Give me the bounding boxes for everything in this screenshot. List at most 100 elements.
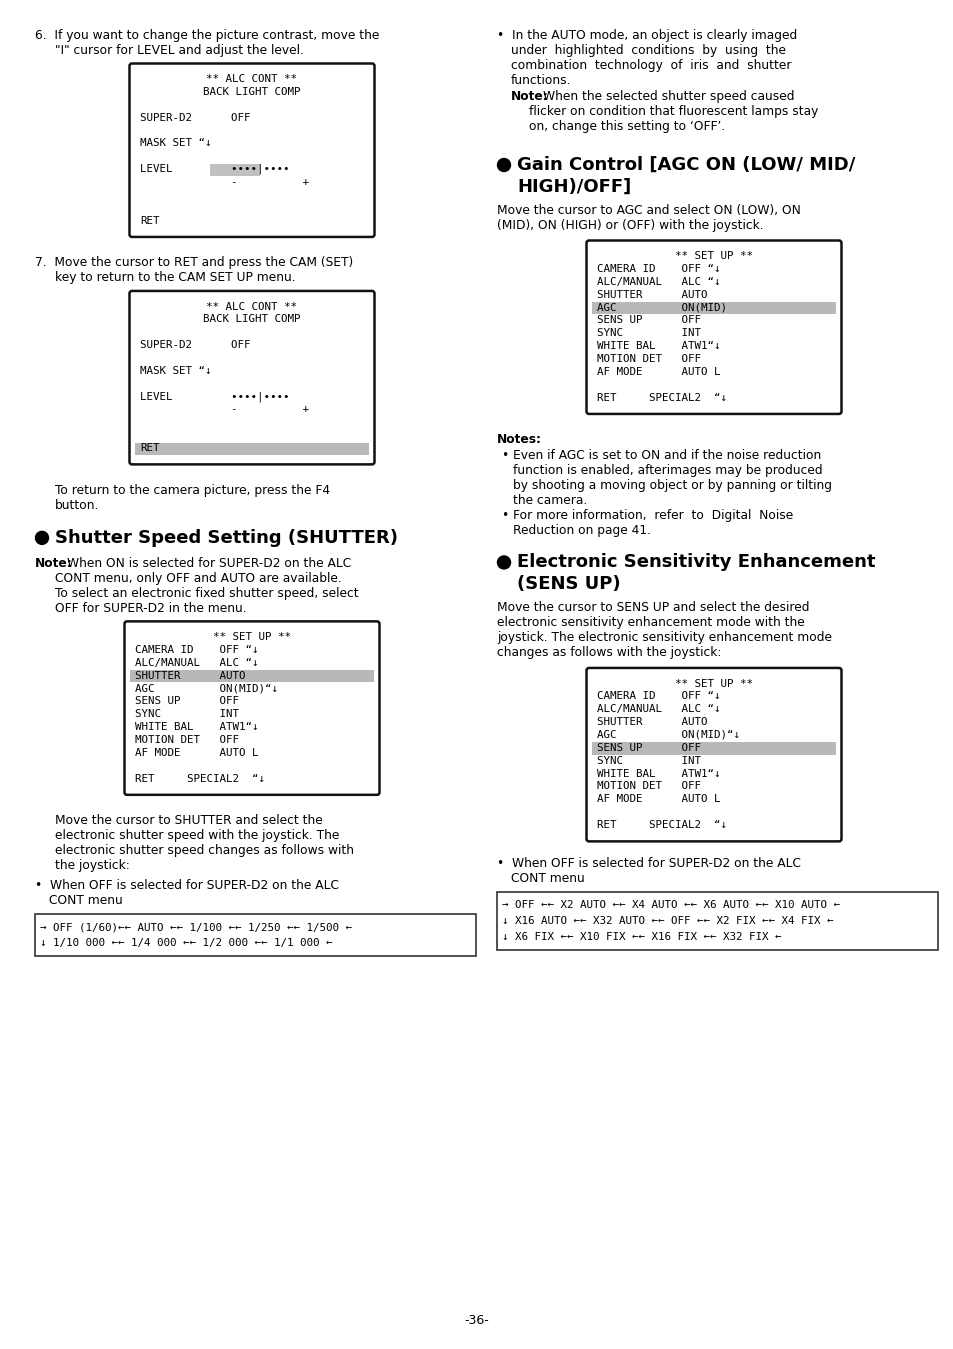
Text: CAMERA ID    OFF “↓: CAMERA ID OFF “↓ xyxy=(597,692,720,701)
Text: When ON is selected for SUPER-D2 on the ALC: When ON is selected for SUPER-D2 on the … xyxy=(67,557,351,569)
Text: WHITE BAL    ATW1“↓: WHITE BAL ATW1“↓ xyxy=(597,769,720,778)
Text: -          +: - + xyxy=(140,177,309,188)
Text: Note:: Note: xyxy=(35,557,72,569)
Text: Gain Control [AGC ON (LOW/ MID/: Gain Control [AGC ON (LOW/ MID/ xyxy=(517,156,855,174)
Text: SENS UP      OFF: SENS UP OFF xyxy=(597,743,700,753)
Text: ** SET UP **: ** SET UP ** xyxy=(675,679,752,688)
Text: AGC          ON(MID)“↓: AGC ON(MID)“↓ xyxy=(597,730,740,741)
Bar xyxy=(592,742,835,754)
Text: For more information,  refer  to  Digital  Noise: For more information, refer to Digital N… xyxy=(513,510,792,522)
Text: ALC/MANUAL   ALC “↓: ALC/MANUAL ALC “↓ xyxy=(135,658,258,668)
Text: ** SET UP **: ** SET UP ** xyxy=(213,631,291,642)
Text: on, change this setting to ‘OFF’.: on, change this setting to ‘OFF’. xyxy=(529,120,724,134)
Text: → OFF ←← X2 AUTO ←← X4 AUTO ←← X6 AUTO ←← X10 AUTO ←: → OFF ←← X2 AUTO ←← X4 AUTO ←← X6 AUTO ←… xyxy=(501,900,840,909)
Text: •  When OFF is selected for SUPER-D2 on the ALC: • When OFF is selected for SUPER-D2 on t… xyxy=(35,880,338,892)
Text: LEVEL         ••••|••••: LEVEL ••••|•••• xyxy=(140,165,289,174)
Text: To return to the camera picture, press the F4: To return to the camera picture, press t… xyxy=(55,484,330,496)
Text: Move the cursor to SHUTTER and select the: Move the cursor to SHUTTER and select th… xyxy=(55,815,322,827)
Text: Shutter Speed Setting (SHUTTER): Shutter Speed Setting (SHUTTER) xyxy=(55,529,397,546)
Text: electronic shutter speed with the joystick. The: electronic shutter speed with the joysti… xyxy=(55,830,339,842)
Text: (MID), ON (HIGH) or (OFF) with the joystick.: (MID), ON (HIGH) or (OFF) with the joyst… xyxy=(497,219,762,232)
Text: RET     SPECIAL2  “↓: RET SPECIAL2 “↓ xyxy=(597,820,726,830)
Text: under  highlighted  conditions  by  using  the: under highlighted conditions by using th… xyxy=(511,45,785,57)
Text: SYNC         INT: SYNC INT xyxy=(135,710,239,719)
Text: ↓ X6 FIX ←← X10 FIX ←← X16 FIX ←← X32 FIX ←: ↓ X6 FIX ←← X10 FIX ←← X16 FIX ←← X32 FI… xyxy=(501,932,781,942)
Text: ↓ X16 AUTO ←← X32 AUTO ←← OFF ←← X2 FIX ←← X4 FIX ←: ↓ X16 AUTO ←← X32 AUTO ←← OFF ←← X2 FIX … xyxy=(501,916,833,925)
Text: ALC/MANUAL   ALC “↓: ALC/MANUAL ALC “↓ xyxy=(597,704,720,714)
Text: 6.  If you want to change the picture contrast, move the: 6. If you want to change the picture con… xyxy=(35,28,379,42)
Text: SYNC         INT: SYNC INT xyxy=(597,328,700,339)
Text: functions.: functions. xyxy=(511,74,571,86)
Text: •: • xyxy=(500,449,508,463)
Text: WHITE BAL    ATW1“↓: WHITE BAL ATW1“↓ xyxy=(135,722,258,733)
Text: AGC          ON(MID)“↓: AGC ON(MID)“↓ xyxy=(135,684,277,693)
Text: RET: RET xyxy=(140,216,159,225)
Text: function is enabled, afterimages may be produced: function is enabled, afterimages may be … xyxy=(513,464,821,478)
Text: LEVEL         ••••|••••: LEVEL ••••|•••• xyxy=(140,391,289,402)
Text: 7.  Move the cursor to RET and press the CAM (SET): 7. Move the cursor to RET and press the … xyxy=(35,256,353,270)
Text: (SENS UP): (SENS UP) xyxy=(517,576,620,594)
Text: "I" cursor for LEVEL and adjust the level.: "I" cursor for LEVEL and adjust the leve… xyxy=(55,45,304,57)
Text: Notes:: Notes: xyxy=(497,433,541,447)
Text: CAMERA ID    OFF “↓: CAMERA ID OFF “↓ xyxy=(597,264,720,274)
Text: Note:: Note: xyxy=(511,90,548,103)
Bar xyxy=(35,915,476,956)
Text: RET: RET xyxy=(140,442,159,453)
Text: HIGH)/OFF]: HIGH)/OFF] xyxy=(517,178,631,196)
Text: BACK LIGHT COMP: BACK LIGHT COMP xyxy=(203,314,300,324)
Text: ↓ 1/10 000 ←← 1/4 000 ←← 1/2 000 ←← 1/1 000 ←: ↓ 1/10 000 ←← 1/4 000 ←← 1/2 000 ←← 1/1 … xyxy=(40,939,333,948)
Text: Even if AGC is set to ON and if the noise reduction: Even if AGC is set to ON and if the nois… xyxy=(513,449,821,463)
Text: joystick. The electronic sensitivity enhancement mode: joystick. The electronic sensitivity enh… xyxy=(497,631,831,645)
Text: WHITE BAL    ATW1“↓: WHITE BAL ATW1“↓ xyxy=(597,341,720,351)
Text: combination  technology  of  iris  and  shutter: combination technology of iris and shutt… xyxy=(511,59,791,71)
Text: MOTION DET   OFF: MOTION DET OFF xyxy=(135,735,239,745)
Text: When the selected shutter speed caused: When the selected shutter speed caused xyxy=(542,90,794,103)
FancyBboxPatch shape xyxy=(130,291,375,464)
FancyBboxPatch shape xyxy=(130,63,375,237)
Bar xyxy=(497,892,937,950)
Text: RET     SPECIAL2  “↓: RET SPECIAL2 “↓ xyxy=(597,393,726,402)
Text: SENS UP      OFF: SENS UP OFF xyxy=(597,316,700,325)
Text: •: • xyxy=(500,510,508,522)
Text: SHUTTER      AUTO: SHUTTER AUTO xyxy=(135,670,245,680)
Text: -          +: - + xyxy=(140,405,309,414)
Text: AF MODE      AUTO L: AF MODE AUTO L xyxy=(597,795,720,804)
Text: SHUTTER      AUTO: SHUTTER AUTO xyxy=(597,718,707,727)
Text: key to return to the CAM SET UP menu.: key to return to the CAM SET UP menu. xyxy=(55,271,295,285)
Text: ** ALC CONT **: ** ALC CONT ** xyxy=(206,74,297,84)
Text: by shooting a moving object or by panning or tilting: by shooting a moving object or by pannin… xyxy=(513,479,831,492)
Text: the joystick:: the joystick: xyxy=(55,859,130,873)
Bar xyxy=(135,442,369,455)
Text: •  When OFF is selected for SUPER-D2 on the ALC: • When OFF is selected for SUPER-D2 on t… xyxy=(497,857,801,870)
FancyBboxPatch shape xyxy=(586,240,841,414)
FancyBboxPatch shape xyxy=(125,622,379,795)
Text: CONT menu: CONT menu xyxy=(511,871,584,885)
Text: MOTION DET   OFF: MOTION DET OFF xyxy=(597,353,700,364)
Text: SYNC         INT: SYNC INT xyxy=(597,755,700,766)
Text: Reduction on page 41.: Reduction on page 41. xyxy=(513,525,650,537)
Text: CONT menu: CONT menu xyxy=(49,894,123,908)
Bar xyxy=(210,163,260,175)
Text: ALC/MANUAL   ALC “↓: ALC/MANUAL ALC “↓ xyxy=(597,277,720,287)
Text: Move the cursor to AGC and select ON (LOW), ON: Move the cursor to AGC and select ON (LO… xyxy=(497,204,800,217)
Text: Electronic Sensitivity Enhancement: Electronic Sensitivity Enhancement xyxy=(517,553,875,572)
Text: AF MODE      AUTO L: AF MODE AUTO L xyxy=(135,747,258,758)
Text: MASK SET “↓: MASK SET “↓ xyxy=(140,139,212,148)
Text: OFF for SUPER-D2 in the menu.: OFF for SUPER-D2 in the menu. xyxy=(55,602,247,615)
Circle shape xyxy=(35,532,49,545)
Text: ** SET UP **: ** SET UP ** xyxy=(675,251,752,262)
Text: To select an electronic fixed shutter speed, select: To select an electronic fixed shutter sp… xyxy=(55,587,358,600)
Text: electronic sensitivity enhancement mode with the: electronic sensitivity enhancement mode … xyxy=(497,616,804,630)
Text: SENS UP      OFF: SENS UP OFF xyxy=(135,696,239,707)
Text: → OFF (1/60)←← AUTO ←← 1/100 ←← 1/250 ←← 1/500 ←: → OFF (1/60)←← AUTO ←← 1/100 ←← 1/250 ←←… xyxy=(40,923,352,932)
Text: CAMERA ID    OFF “↓: CAMERA ID OFF “↓ xyxy=(135,645,258,654)
Text: -36-: -36- xyxy=(464,1314,489,1327)
Text: CONT menu, only OFF and AUTO are available.: CONT menu, only OFF and AUTO are availab… xyxy=(55,572,341,585)
Text: changes as follows with the joystick:: changes as follows with the joystick: xyxy=(497,646,720,660)
Text: RET     SPECIAL2  “↓: RET SPECIAL2 “↓ xyxy=(135,773,265,784)
Text: SHUTTER      AUTO: SHUTTER AUTO xyxy=(597,290,707,299)
Text: button.: button. xyxy=(55,499,99,511)
Circle shape xyxy=(497,556,510,569)
Text: MASK SET “↓: MASK SET “↓ xyxy=(140,366,212,376)
Text: ** ALC CONT **: ** ALC CONT ** xyxy=(206,302,297,312)
